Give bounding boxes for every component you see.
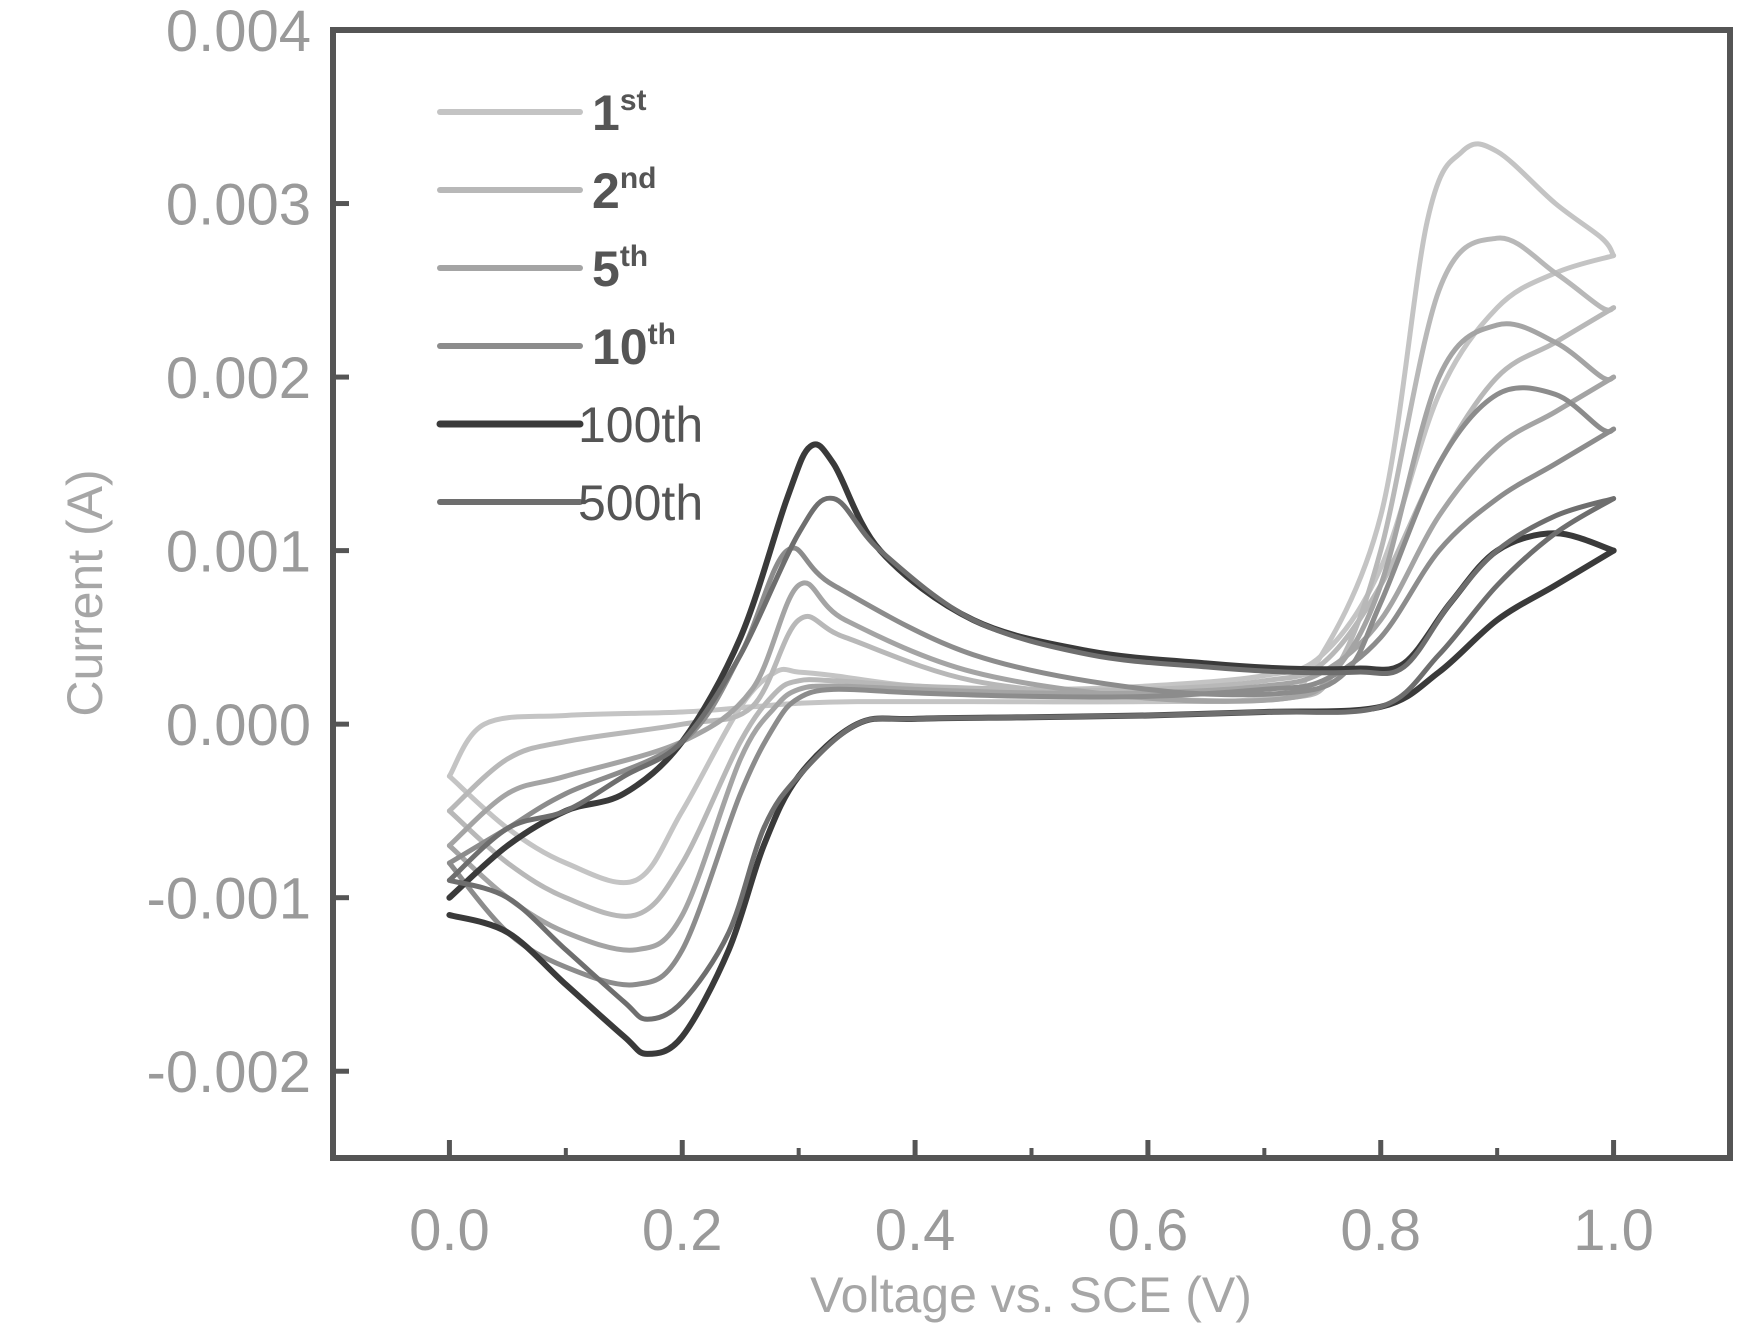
y-tick-label: -0.001 (147, 867, 311, 932)
y-tick-label: 0.004 (166, 0, 311, 64)
y-tick-label: 0.001 (166, 520, 311, 585)
ticks-group: 0.0 0.2 0.4 0.6 0.8 1.0 0.004 0.003 0.002 0.001 0.… (147, 0, 1654, 1263)
series-line-500th-anodic (446, 495, 1617, 883)
x-tick-label: 0.0 (409, 1198, 490, 1263)
x-tick-label: 0.6 (1108, 1198, 1189, 1263)
x-axis-title: Voltage vs. SCE (V) (810, 1267, 1252, 1323)
series-group (446, 141, 1617, 1057)
y-tick-label: -0.002 (147, 1040, 311, 1105)
y-tick-label: 0.000 (166, 693, 311, 758)
series-line-500th-cathodic (446, 496, 1617, 1022)
x-tick-label: 1.0 (1573, 1198, 1654, 1263)
x-tick-label: 0.8 (1340, 1198, 1421, 1263)
legend-label-500th: 500th (578, 475, 703, 531)
y-tick-label: 0.002 (166, 346, 311, 411)
x-tick-label: 0.2 (642, 1198, 723, 1263)
series-line-5th-cathodic (446, 374, 1617, 953)
y-tick-label: 0.003 (166, 173, 311, 238)
legend-label-100th: 100th (578, 397, 703, 453)
y-axis-title: Current (A) (57, 469, 113, 716)
x-tick-label: 0.4 (875, 1198, 956, 1263)
series-line-10th-cathodic (446, 426, 1617, 988)
